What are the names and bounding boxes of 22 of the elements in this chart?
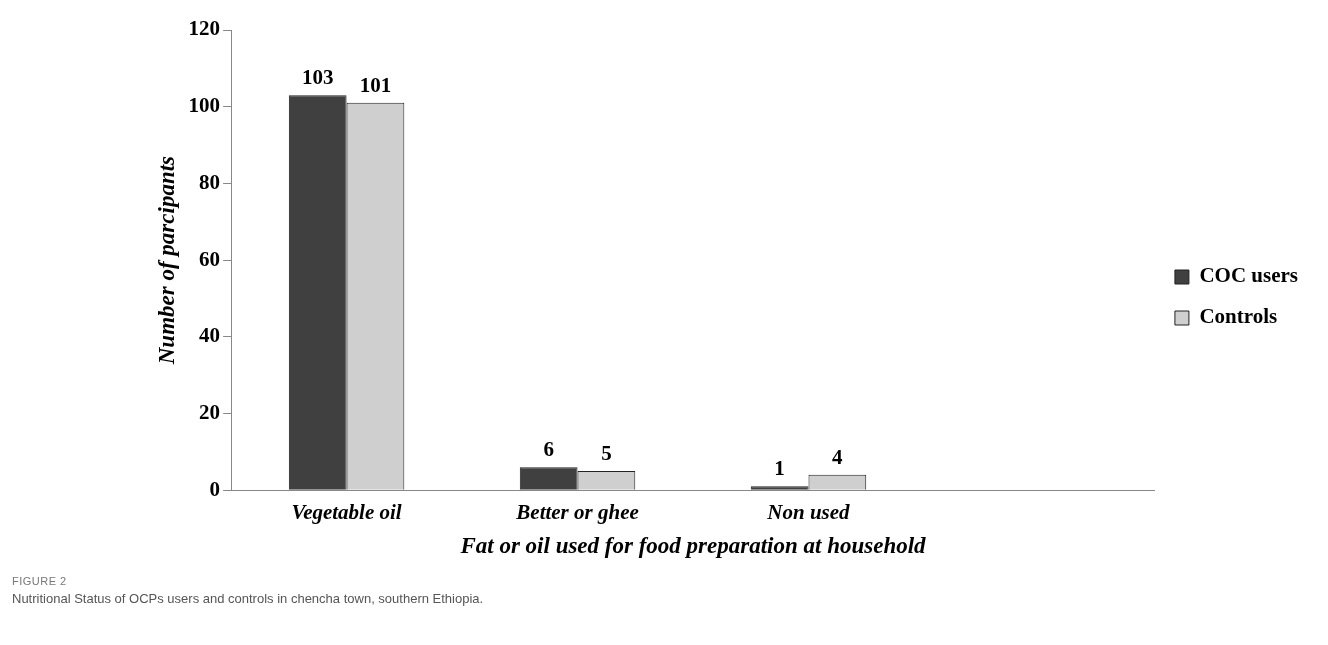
legend-label: COC users	[1199, 263, 1299, 288]
legend-label: Controls	[1199, 304, 1278, 329]
y-tick-label: 100	[188, 93, 221, 118]
caption: FIGURE 2	[12, 575, 68, 587]
data-label: 5	[601, 440, 612, 465]
data-label: 101	[359, 72, 392, 97]
y-tick-label: 80	[199, 169, 221, 194]
y-tick-label: 0	[209, 476, 221, 501]
y-tick-label: 60	[199, 246, 221, 271]
x-tick-label: Non used	[766, 500, 851, 525]
x-tick-label: Better or ghee	[515, 500, 639, 525]
y-tick-label: 40	[199, 323, 221, 348]
data-label: 4	[832, 444, 844, 469]
data-label: 6	[543, 437, 554, 462]
x-tick-label: Vegetable oil	[291, 500, 402, 525]
data-label: 1	[774, 456, 785, 481]
y-tick-label: 120	[188, 16, 221, 41]
x-axis-title: Fat or oil used for food preparation at household	[459, 533, 927, 559]
text: Nutritional Status of OCPs users and controls in chencha town, southern Ethiopia.	[12, 591, 485, 606]
data-label: 103	[301, 65, 334, 90]
y-axis-title: Number of parcipants	[153, 155, 179, 366]
y-tick-label: 20	[199, 399, 221, 424]
